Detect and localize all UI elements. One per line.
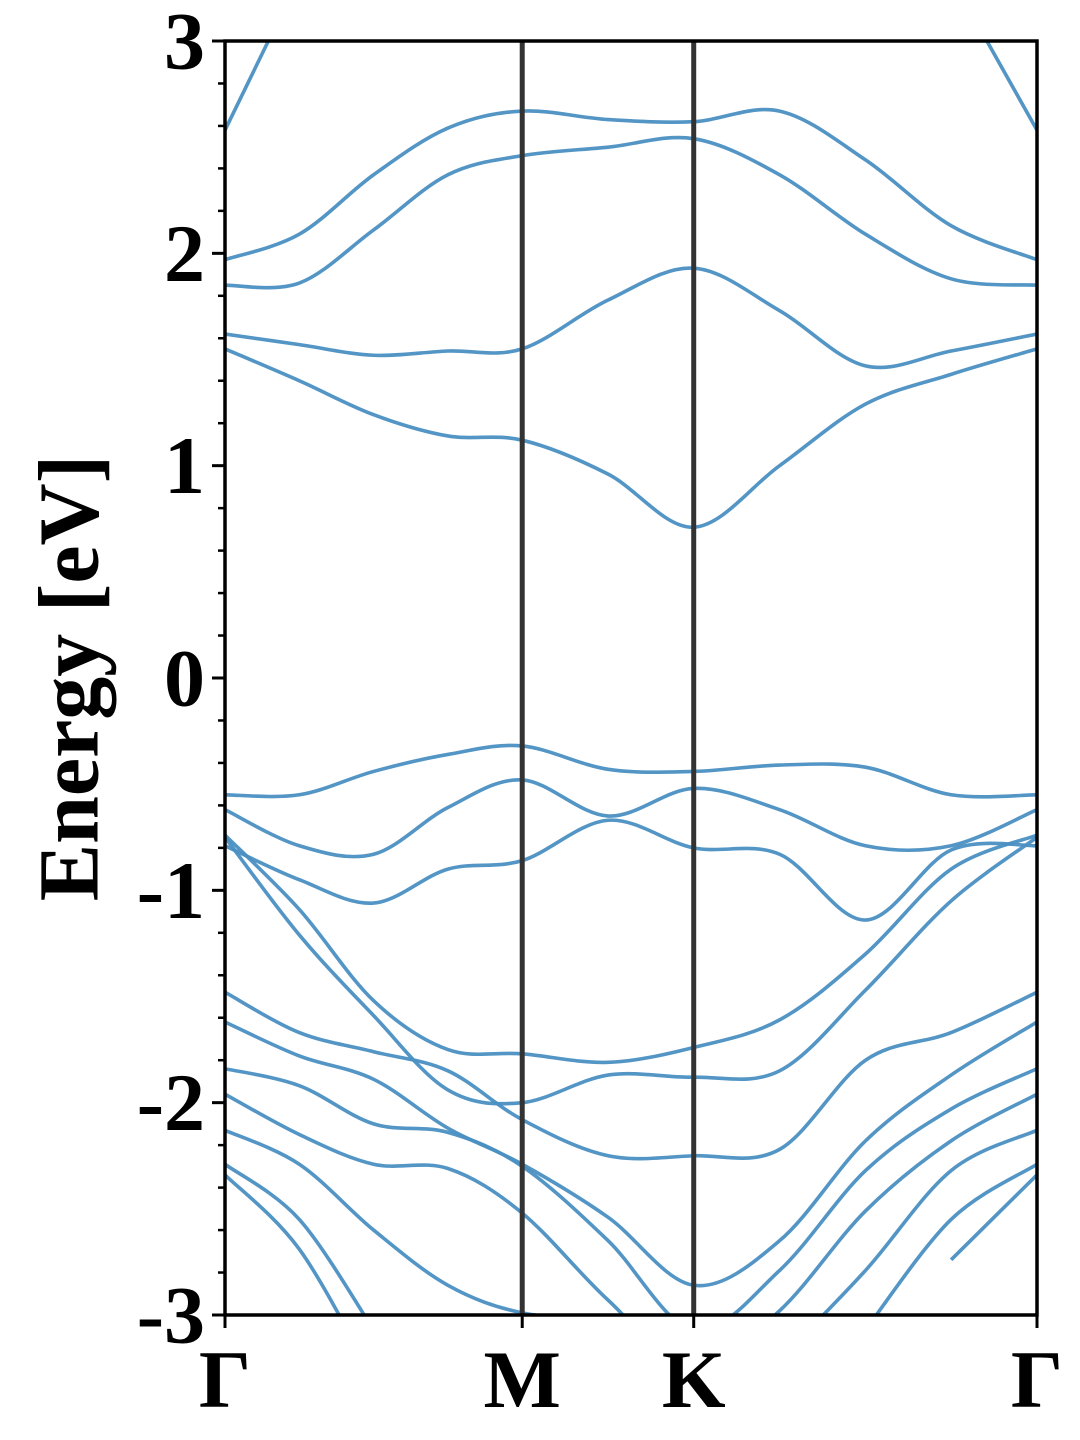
y-tick-label: 2 bbox=[164, 208, 205, 299]
band-line bbox=[225, 833, 1037, 1065]
x-tick-label: K bbox=[662, 1334, 726, 1425]
y-tick-label: -1 bbox=[137, 845, 205, 936]
x-tick-label: Γ bbox=[1011, 1334, 1063, 1425]
band-line bbox=[225, 743, 1037, 799]
band-line bbox=[225, 990, 1037, 1161]
band-line bbox=[225, 107, 1037, 262]
plot-frame bbox=[223, 39, 1039, 1317]
y-tick-label: -3 bbox=[137, 1270, 205, 1361]
y-tick-label: -2 bbox=[137, 1057, 205, 1148]
band-line bbox=[225, 1128, 1037, 1315]
band-line bbox=[225, 135, 1037, 290]
band-line bbox=[225, 1020, 1037, 1288]
band-line bbox=[225, 41, 1037, 132]
band-line bbox=[225, 1162, 1037, 1315]
band-line bbox=[225, 1092, 1037, 1315]
band-line bbox=[225, 778, 1037, 859]
band-line bbox=[225, 1173, 1037, 1315]
band-line bbox=[225, 266, 1037, 370]
y-tick-label: 3 bbox=[164, 0, 205, 87]
band-line bbox=[225, 835, 1037, 1106]
band-line bbox=[225, 1066, 1037, 1315]
band-line bbox=[225, 818, 1037, 922]
y-tick-label: 1 bbox=[164, 420, 205, 511]
plot-area bbox=[225, 41, 1037, 1315]
x-tick-label: Γ bbox=[199, 1334, 251, 1425]
y-tick-label: 0 bbox=[164, 633, 205, 724]
x-tick-label: M bbox=[484, 1334, 561, 1425]
band-line bbox=[225, 347, 1037, 530]
y-axis-label: Energy [eV] bbox=[21, 455, 117, 902]
